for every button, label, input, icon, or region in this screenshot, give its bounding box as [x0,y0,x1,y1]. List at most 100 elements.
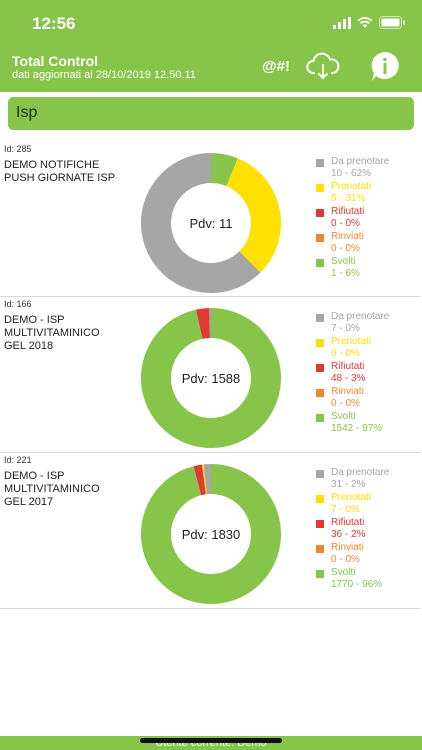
app-title: Total Control [12,53,99,69]
card-id: Id: 166 [4,299,32,309]
legend-value: 7 - 0% [331,504,360,515]
last-update-label: dati aggiornati al 28/10/2019 12.50.11 [12,69,196,81]
legend-swatch [316,470,324,478]
legend-item-rinviati: Rinviati 0 - 0% [316,386,416,411]
legend-label: Prenotati [331,181,372,192]
pdv-count: Pdv: 11 [189,215,233,231]
donut-segment-svolti [141,308,281,448]
legend-swatch [316,495,324,503]
legend-value: 48 - 3% [331,373,366,384]
pdv-count: Pdv: 1830 [181,526,241,542]
legend-label: Rifiutati [331,361,365,372]
card-name: DEMO - ISP MULTIVITAMINICO GEL 2018 [4,314,100,352]
donut-segment-prenotati [201,464,207,495]
card-divider [0,452,420,453]
legend-value: 1 - 6% [331,268,360,279]
donut-segment-da-prenotare [209,308,211,339]
chart-legend: Da prenotare 7 - 0% Prenotati 0 - 0% Rifiu… [316,311,416,436]
legend-item-da-prenotare: Da prenotare 7 - 0% [316,311,416,336]
chart-legend: Da prenotare 10 - 62% Prenotati 5 - 31% Ri… [316,156,416,281]
legend-swatch [316,314,324,322]
legend-label: Svolti [331,567,356,578]
donut-segment-svolti [141,464,281,604]
legend-value: 1542 - 97% [331,423,383,434]
card-divider [0,608,420,609]
campaign-card[interactable]: Id: 285 DEMO NOTIFICHE PUSH GIORNATE ISP… [0,142,422,294]
info-icon[interactable] [368,50,402,84]
legend-value: 0 - 0% [331,554,360,565]
legend-value: 0 - 0% [331,348,360,359]
legend-item-da-prenotare: Da prenotare 10 - 62% [316,156,416,181]
hash-button[interactable]: @#! [262,58,290,75]
battery-icon [379,16,405,29]
legend-swatch [316,234,324,242]
legend-swatch [316,520,324,528]
legend-swatch [316,159,324,167]
donut-segment-da-prenotare [141,153,261,293]
legend-item-svolti: Svolti 1 - 6% [316,256,416,281]
legend-item-rifiutati: Rifiutati 48 - 3% [316,361,416,386]
section-header[interactable]: Isp [8,97,414,130]
legend-value: 10 - 62% [331,168,372,179]
app-header: Total Control dati aggiornati al 28/10/2… [0,44,422,92]
card-name: DEMO NOTIFICHE PUSH GIORNATE ISP [4,159,116,184]
chart-legend: Da prenotare 31 - 2% Prenotati 7 - 0% Rifi… [316,467,416,592]
card-id: Id: 285 [4,144,32,154]
donut-segment-rifiutati [195,308,210,339]
legend-label: Prenotati [331,336,372,347]
legend-label: Da prenotare [331,156,390,167]
legend-item-svolti: Svolti 1542 - 97% [316,411,416,436]
legend-swatch [316,389,324,397]
legend-swatch [316,339,324,347]
legend-swatch [316,184,324,192]
legend-item-prenotati: Prenotati 7 - 0% [316,492,416,517]
card-divider [0,296,420,297]
legend-value: 5 - 31% [331,193,366,204]
legend-item-prenotati: Prenotati 0 - 0% [316,336,416,361]
legend-value: 0 - 0% [331,398,360,409]
donut-segment-svolti [211,153,238,187]
legend-swatch [316,545,324,553]
donut-segment-da-prenotare [203,464,211,495]
legend-value: 7 - 0% [331,323,360,334]
status-donut-chart [141,153,281,293]
campaign-card[interactable]: Id: 221 DEMO - ISP MULTIVITAMINICO GEL 2… [0,453,422,605]
legend-label: Rifiutati [331,517,365,528]
legend-item-rifiutati: Rifiutati 36 - 2% [316,517,416,542]
card-name: DEMO - ISP MULTIVITAMINICO GEL 2017 [4,470,100,508]
section-title: Isp [16,104,38,121]
legend-item-rinviati: Rinviati 0 - 0% [316,231,416,256]
wifi-icon [357,16,373,28]
legend-swatch [316,570,324,578]
status-donut-chart [141,308,281,448]
system-icons [333,16,406,29]
signal-icon [333,16,351,29]
legend-label: Svolti [331,411,356,422]
status-donut-chart [141,464,281,604]
legend-label: Svolti [331,256,356,267]
donut-segment-rifiutati [193,464,206,496]
legend-value: 1770 - 96% [331,579,383,590]
donut-segment-prenotati [226,158,281,273]
legend-swatch [316,414,324,422]
legend-label: Rinviati [331,542,364,553]
cloud-download-icon[interactable] [306,52,340,82]
legend-label: Rinviati [331,231,364,242]
legend-value: 31 - 2% [331,479,366,490]
legend-swatch [316,209,324,217]
legend-label: Rinviati [331,386,364,397]
legend-swatch [316,364,324,372]
card-id: Id: 221 [4,455,32,465]
pdv-count: Pdv: 1588 [181,370,241,386]
legend-swatch [316,259,324,267]
legend-item-rinviati: Rinviati 0 - 0% [316,542,416,567]
legend-item-prenotati: Prenotati 5 - 31% [316,181,416,206]
legend-label: Prenotati [331,492,372,503]
home-indicator[interactable] [140,738,282,743]
campaign-card[interactable]: Id: 166 DEMO - ISP MULTIVITAMINICO GEL 2… [0,297,422,449]
legend-item-rifiutati: Rifiutati 0 - 0% [316,206,416,231]
status-bar: 12:56 [0,0,422,44]
legend-item-da-prenotare: Da prenotare 31 - 2% [316,467,416,492]
status-time: 12:56 [32,14,76,33]
legend-label: Rifiutati [331,206,365,217]
